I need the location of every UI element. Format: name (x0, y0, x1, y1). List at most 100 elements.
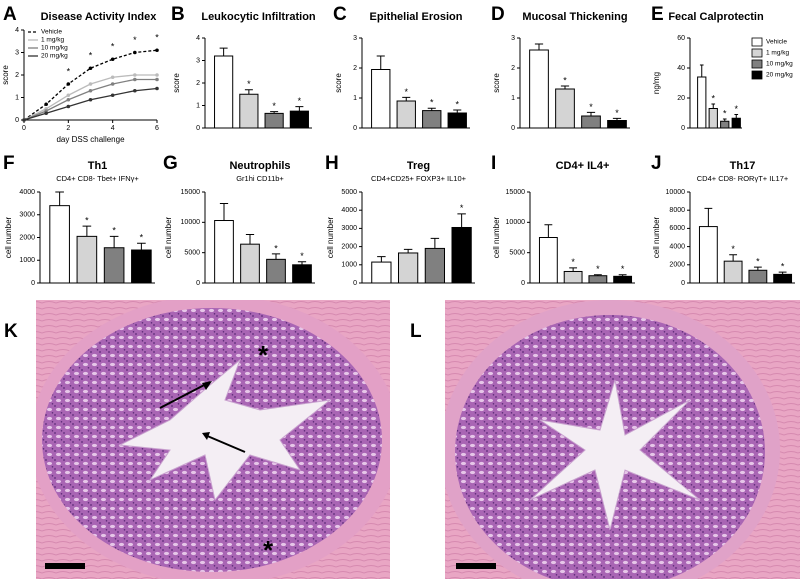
y-tick-label: 2 (196, 80, 200, 87)
error-bar (219, 203, 229, 221)
error-bar (711, 103, 716, 109)
y-tick-label: 2000 (669, 262, 685, 269)
legend-swatch (751, 48, 763, 58)
error-bar (271, 253, 281, 260)
data-point (44, 102, 48, 107)
y-tick-label: 5000 (509, 250, 525, 257)
panel-letter: D (491, 4, 505, 25)
chart-title: Neutrophils (229, 160, 290, 172)
significance-mark: * (731, 244, 735, 254)
bar (613, 275, 633, 284)
chart-title: Epithelial Erosion (370, 11, 463, 23)
error-bar (734, 114, 739, 119)
legend-label: 20 mg/kg (766, 72, 793, 79)
y-tick-label: 0 (353, 280, 357, 287)
significance-mark: * (67, 66, 71, 76)
y-tick-label: 3 (511, 35, 515, 42)
significance-mark: * (430, 98, 434, 108)
error-bar (729, 254, 738, 262)
legend-swatch (751, 59, 763, 69)
bar (708, 108, 718, 129)
significance-mark: * (140, 233, 144, 243)
y-tick-label: 2 (353, 65, 357, 72)
bar (529, 49, 549, 129)
series-line (23, 87, 158, 121)
y-tick-label: 6000 (669, 225, 685, 232)
data-point (88, 97, 93, 102)
significance-mark: * (298, 96, 302, 106)
data-point (66, 97, 71, 102)
y-tick-label: 0 (15, 117, 19, 124)
panel-letter: L (410, 321, 422, 342)
y-tick-label: 2 (511, 65, 515, 72)
error-bar (753, 266, 762, 271)
panel-letter: C (333, 4, 347, 25)
error-bar (244, 89, 253, 95)
data-point (133, 77, 137, 82)
y-tick-label: 15000 (506, 189, 526, 196)
significance-mark: * (615, 108, 619, 118)
y-tick-label: 1000 (341, 262, 357, 269)
panel-letter: J (651, 153, 662, 174)
significance-mark: * (711, 93, 715, 103)
error-bar (612, 117, 622, 121)
y-tick-label: 10000 (666, 189, 686, 196)
data-point (88, 88, 93, 93)
bar (49, 205, 70, 284)
chart-title: Mucosal Thickening (522, 11, 627, 23)
chart-title: Th17 (730, 160, 756, 172)
bar (239, 93, 259, 129)
bar (697, 76, 707, 129)
data-point (110, 57, 115, 62)
panel-letter: F (3, 153, 15, 174)
y-tick-label: 10000 (181, 219, 201, 226)
bar (131, 249, 152, 284)
data-point (133, 50, 137, 55)
bar (748, 269, 768, 284)
chart-subtitle: CD4+CD25+ FOXP3+ IL10+ (371, 174, 467, 183)
y-axis-label: score (172, 73, 181, 93)
significance-mark: * (621, 264, 625, 274)
y-tick-label: 60 (677, 35, 685, 42)
bar (451, 226, 472, 284)
error-bar (618, 274, 627, 277)
panel-letter: H (325, 153, 339, 174)
significance-mark: * (781, 261, 785, 271)
error-bar (534, 43, 544, 50)
significance-mark: * (300, 251, 304, 261)
error-bar (430, 237, 440, 249)
panel-letter: G (163, 153, 178, 174)
data-point (22, 118, 26, 122)
bar (607, 120, 627, 129)
significance-mark: * (247, 79, 251, 89)
y-tick-label: 4000 (19, 189, 35, 196)
y-tick-label: 0 (196, 125, 200, 132)
y-tick-label: 0 (196, 280, 200, 287)
bar (371, 69, 391, 129)
x-tick-label: 2 (66, 125, 70, 132)
x-tick-label: 4 (111, 125, 115, 132)
bar (76, 235, 98, 284)
significance-mark: * (571, 257, 575, 267)
legend-label: 1 mg/kg (766, 50, 790, 57)
error-bar (427, 107, 436, 111)
bar (588, 275, 608, 284)
data-point (88, 82, 93, 86)
y-tick-label: 0 (511, 125, 515, 132)
y-axis-label: ng/mg (652, 72, 661, 94)
error-bar (376, 55, 385, 70)
chart-title: Fecal Calprotectin (668, 11, 764, 23)
x-tick-label: 6 (155, 125, 159, 132)
data-point (110, 93, 115, 98)
bar (555, 88, 575, 129)
data-point (155, 48, 159, 53)
bar (397, 252, 419, 284)
bar (214, 220, 234, 284)
error-bar (55, 191, 64, 206)
chart-title: CD4+ IL4+ (556, 160, 610, 172)
error-bar (297, 261, 307, 265)
legend-label: 1 mg/kg (41, 37, 65, 44)
significance-mark: * (563, 75, 567, 85)
panel-letter: E (651, 4, 664, 25)
